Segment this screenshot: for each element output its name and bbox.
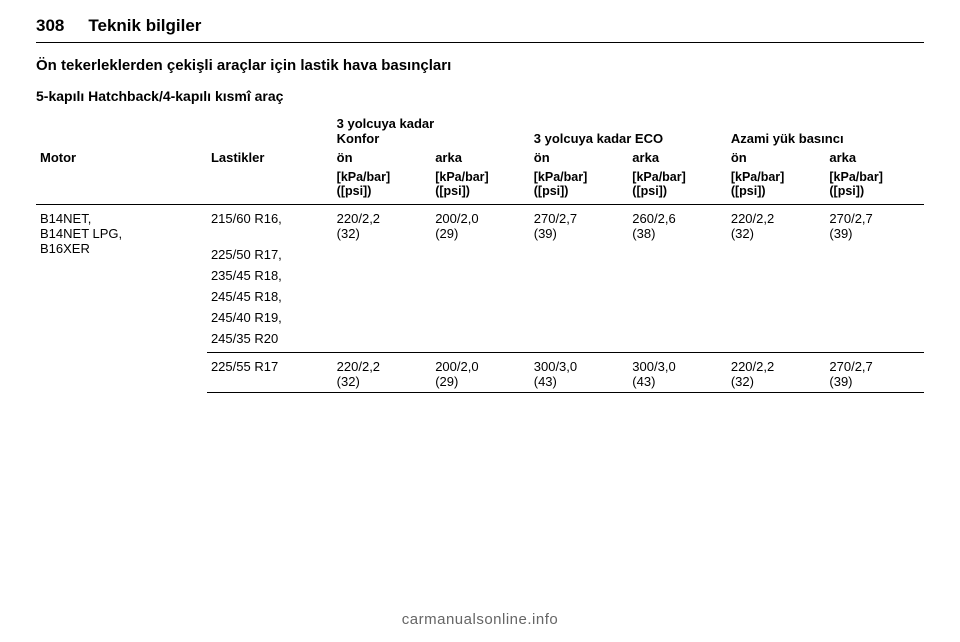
col-front: ön	[530, 148, 629, 167]
table-cell: 270/2,7 (39)	[825, 205, 924, 245]
table-cell: 300/3,0 (43)	[530, 353, 629, 393]
page-subtitle: 5-kapılı Hatchback/4-kapılı kısmî araç	[36, 88, 924, 104]
table-cell: 200/2,0 (29)	[431, 205, 530, 245]
tyre-cell: 215/60 R16,	[207, 205, 333, 245]
tyre-cell: 225/50 R17,	[207, 244, 333, 265]
unit-label: [kPa/bar] ([psi])	[825, 167, 924, 205]
table-cell: 220/2,2 (32)	[727, 205, 826, 245]
tyre-pressure-table: 3 yolcuya kadar Konfor 3 yolcuya kadar E…	[36, 114, 924, 393]
table-cell: 220/2,2 (32)	[333, 205, 432, 245]
motor-cell: B14NET, B14NET LPG, B16XER	[36, 205, 207, 393]
tyre-cell: 235/45 R18,	[207, 265, 333, 286]
table-cell: 220/2,2 (32)	[727, 353, 826, 393]
table-cell: 270/2,7 (39)	[825, 353, 924, 393]
footer-watermark: carmanualsonline.info	[0, 611, 960, 628]
col-motor: Motor	[36, 148, 207, 167]
col-rear: arka	[431, 148, 530, 167]
table-cell: 300/3,0 (43)	[628, 353, 727, 393]
tyre-cell: 245/40 R19,	[207, 307, 333, 328]
col-group-full: Azami yük basıncı	[727, 114, 924, 148]
table-cell: 270/2,7 (39)	[530, 205, 629, 245]
tyre-cell: 225/55 R17	[207, 353, 333, 393]
col-group-comfort: 3 yolcuya kadar Konfor	[333, 114, 530, 148]
page-number: 308	[36, 16, 64, 36]
table-cell: 200/2,0 (29)	[431, 353, 530, 393]
col-group-eco: 3 yolcuya kadar ECO	[530, 114, 727, 148]
tyre-cell: 245/35 R20	[207, 328, 333, 353]
table-cell: 220/2,2 (32)	[333, 353, 432, 393]
col-front: ön	[727, 148, 826, 167]
tyre-cell: 245/45 R18,	[207, 286, 333, 307]
page-title: Ön tekerleklerden çekişli araçlar için l…	[36, 57, 924, 74]
page-header: 308 Teknik bilgiler	[36, 16, 924, 43]
col-front: ön	[333, 148, 432, 167]
unit-label: [kPa/bar] ([psi])	[333, 167, 432, 205]
unit-label: [kPa/bar] ([psi])	[431, 167, 530, 205]
unit-label: [kPa/bar] ([psi])	[727, 167, 826, 205]
unit-label: [kPa/bar] ([psi])	[628, 167, 727, 205]
col-tyres: Lastikler	[207, 148, 333, 167]
col-rear: arka	[628, 148, 727, 167]
table-cell: 260/2,6 (38)	[628, 205, 727, 245]
unit-label: [kPa/bar] ([psi])	[530, 167, 629, 205]
section-title: Teknik bilgiler	[88, 16, 201, 36]
col-rear: arka	[825, 148, 924, 167]
